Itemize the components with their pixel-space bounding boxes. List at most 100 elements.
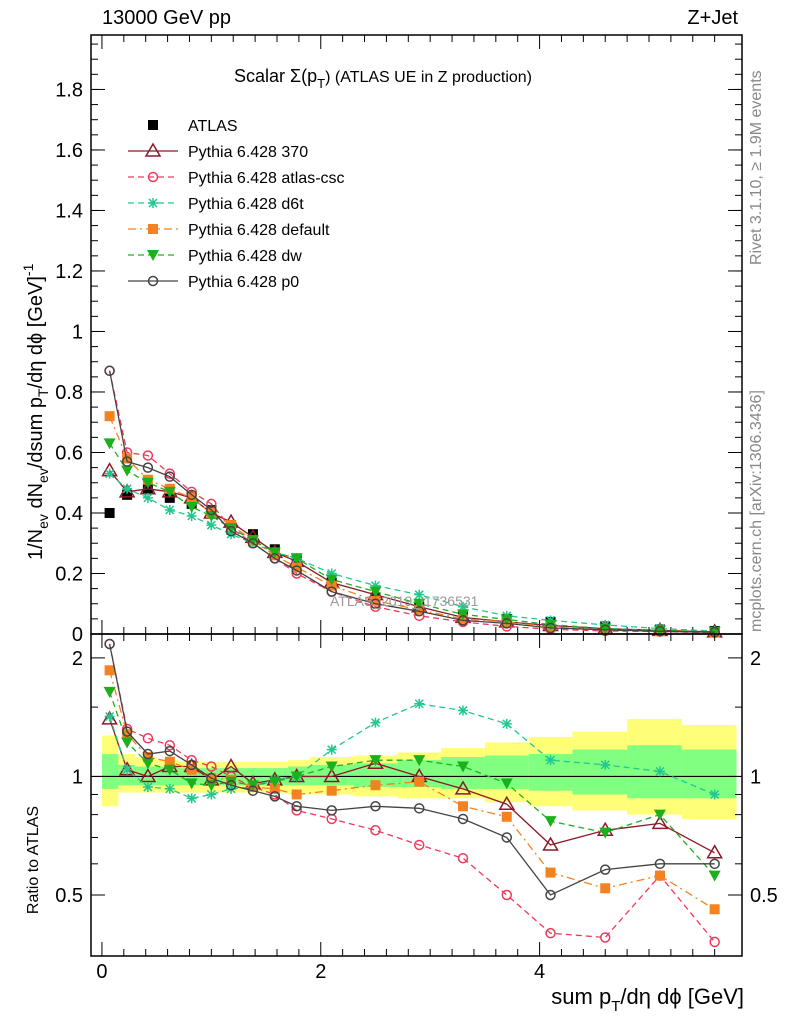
main-data-point: [269, 553, 281, 564]
ratio-data-point: [291, 801, 302, 812]
main-y-tick-label: 0.6: [55, 442, 83, 464]
ratio-y-tick-label: 1: [72, 766, 83, 788]
main-data-point: [104, 365, 115, 377]
ratio-data-point: [600, 759, 611, 770]
main-data-point: [186, 511, 197, 522]
main-y-tick-label: 1.8: [55, 79, 83, 101]
legend-marker: [148, 224, 158, 234]
ratio-data-point: [414, 698, 425, 709]
ratio-data-point: [104, 638, 115, 650]
ratio-y-axis-title: Ratio to ATLAS: [25, 806, 42, 914]
legend-marker: [148, 198, 158, 208]
main-data-point: [544, 619, 557, 631]
ratio-y-tick-label: 2: [72, 648, 83, 670]
ratio-data-point: [545, 867, 556, 878]
main-data-point: [122, 489, 133, 500]
analysis-watermark: ATLAS_2019_I1736531: [330, 593, 479, 609]
ratio-data-point: [458, 801, 468, 812]
legend-title-suffix: ) (ATLAS UE in Z production): [325, 69, 532, 86]
ratio-data-point: [104, 665, 115, 676]
ratio-data-point: [599, 864, 611, 875]
main-data-point: [501, 618, 513, 629]
main-data-point: [326, 586, 337, 597]
main-data-point: [104, 411, 115, 422]
main-data-point: [142, 450, 154, 461]
legend-label: ATLAS: [188, 118, 238, 135]
main-y-tick-label: 1: [72, 321, 83, 343]
ratio-data-point: [268, 776, 281, 788]
ratio-data-point: [545, 755, 556, 766]
main-data-point: [121, 456, 133, 467]
ratio-data-point: [501, 889, 513, 901]
ratio-series-line: [108, 643, 716, 943]
main-data-point: [291, 565, 302, 576]
ratio-band-inner: [572, 749, 628, 795]
x-axis-title: sum pT/dη dϕ [GeV]: [551, 984, 744, 1015]
ratio-data-point: [326, 744, 337, 755]
main-data-point: [163, 486, 176, 498]
main-data-point: [186, 489, 197, 501]
ratio-data-point: [545, 927, 556, 939]
legend-marker: [147, 275, 159, 287]
ratio-data-point: [186, 793, 197, 804]
ratio-data-point: [599, 932, 611, 943]
ratio-data-point: [709, 936, 720, 948]
main-data-point: [414, 589, 425, 600]
main-data-point: [104, 507, 115, 518]
legend-label: Pythia 6.428 atlas-csc: [188, 170, 345, 187]
main-data-point: [164, 468, 176, 479]
ratio-data-point: [413, 755, 426, 767]
ratio-data-point: [545, 889, 556, 901]
main-data-point: [246, 535, 259, 547]
ratio-data-point: [142, 782, 153, 793]
ratio-band-inner: [681, 749, 737, 799]
ratio-data-point: [651, 814, 669, 830]
main-data-point: [226, 529, 237, 540]
ratio-data-point: [706, 844, 723, 859]
ratio-data-point: [269, 783, 280, 794]
main-data-point: [164, 471, 176, 482]
ratio-data-point: [206, 789, 217, 800]
main-data-point: [164, 504, 175, 515]
ratio-data-point: [709, 904, 720, 915]
ratio-data-point: [600, 883, 611, 894]
rivet-version-label: Rivet 3.1.10, ≥ 1.9M events: [748, 70, 765, 265]
legend-label: Pythia 6.428 dw: [188, 248, 302, 265]
main-data-point: [326, 568, 337, 579]
main-series-0: [104, 483, 720, 636]
main-data-point: [185, 501, 198, 513]
ratio-data-point: [185, 778, 198, 790]
ratio-data-point: [164, 756, 175, 767]
ratio-data-point: [101, 710, 118, 725]
main-y-tick-label: 1.6: [55, 140, 83, 162]
ratio-band-inner: [101, 754, 119, 789]
ratio-data-point: [370, 801, 381, 812]
ratio-data-point: [370, 780, 381, 791]
legend-label: Pythia 6.428 default: [188, 222, 330, 239]
ratio-data-point: [104, 711, 115, 722]
ratio-data-point: [326, 805, 337, 816]
main-data-point: [458, 601, 468, 612]
main-data-point: [370, 598, 381, 609]
ratio-series-5: [104, 638, 720, 901]
ratio-data-point: [164, 740, 176, 751]
ratio-data-point: [457, 852, 469, 864]
ratio-series-4: [103, 686, 721, 882]
main-data-point: [291, 562, 302, 573]
main-series-6: [104, 365, 720, 638]
ratio-data-point: [709, 858, 720, 870]
main-data-point: [370, 580, 381, 591]
header-right: Z+Jet: [687, 7, 738, 29]
ratio-data-point: [544, 816, 557, 828]
ratio-data-point: [142, 748, 154, 760]
ratio-data-point: [290, 771, 303, 783]
ratio-data-point: [291, 789, 302, 800]
main-data-point: [545, 622, 556, 634]
legend-entry: Pythia 6.428 atlas-csc: [128, 170, 345, 187]
ratio-data-point: [413, 803, 425, 814]
main-data-point: [225, 525, 237, 537]
main-data-point: [164, 492, 175, 503]
ratio-data-point: [454, 780, 472, 795]
main-panel: 0 0.2 0.4 0.6 0.8 1 1.2 1.4 1.6 1.8: [55, 34, 743, 646]
main-data-point: [326, 580, 337, 591]
